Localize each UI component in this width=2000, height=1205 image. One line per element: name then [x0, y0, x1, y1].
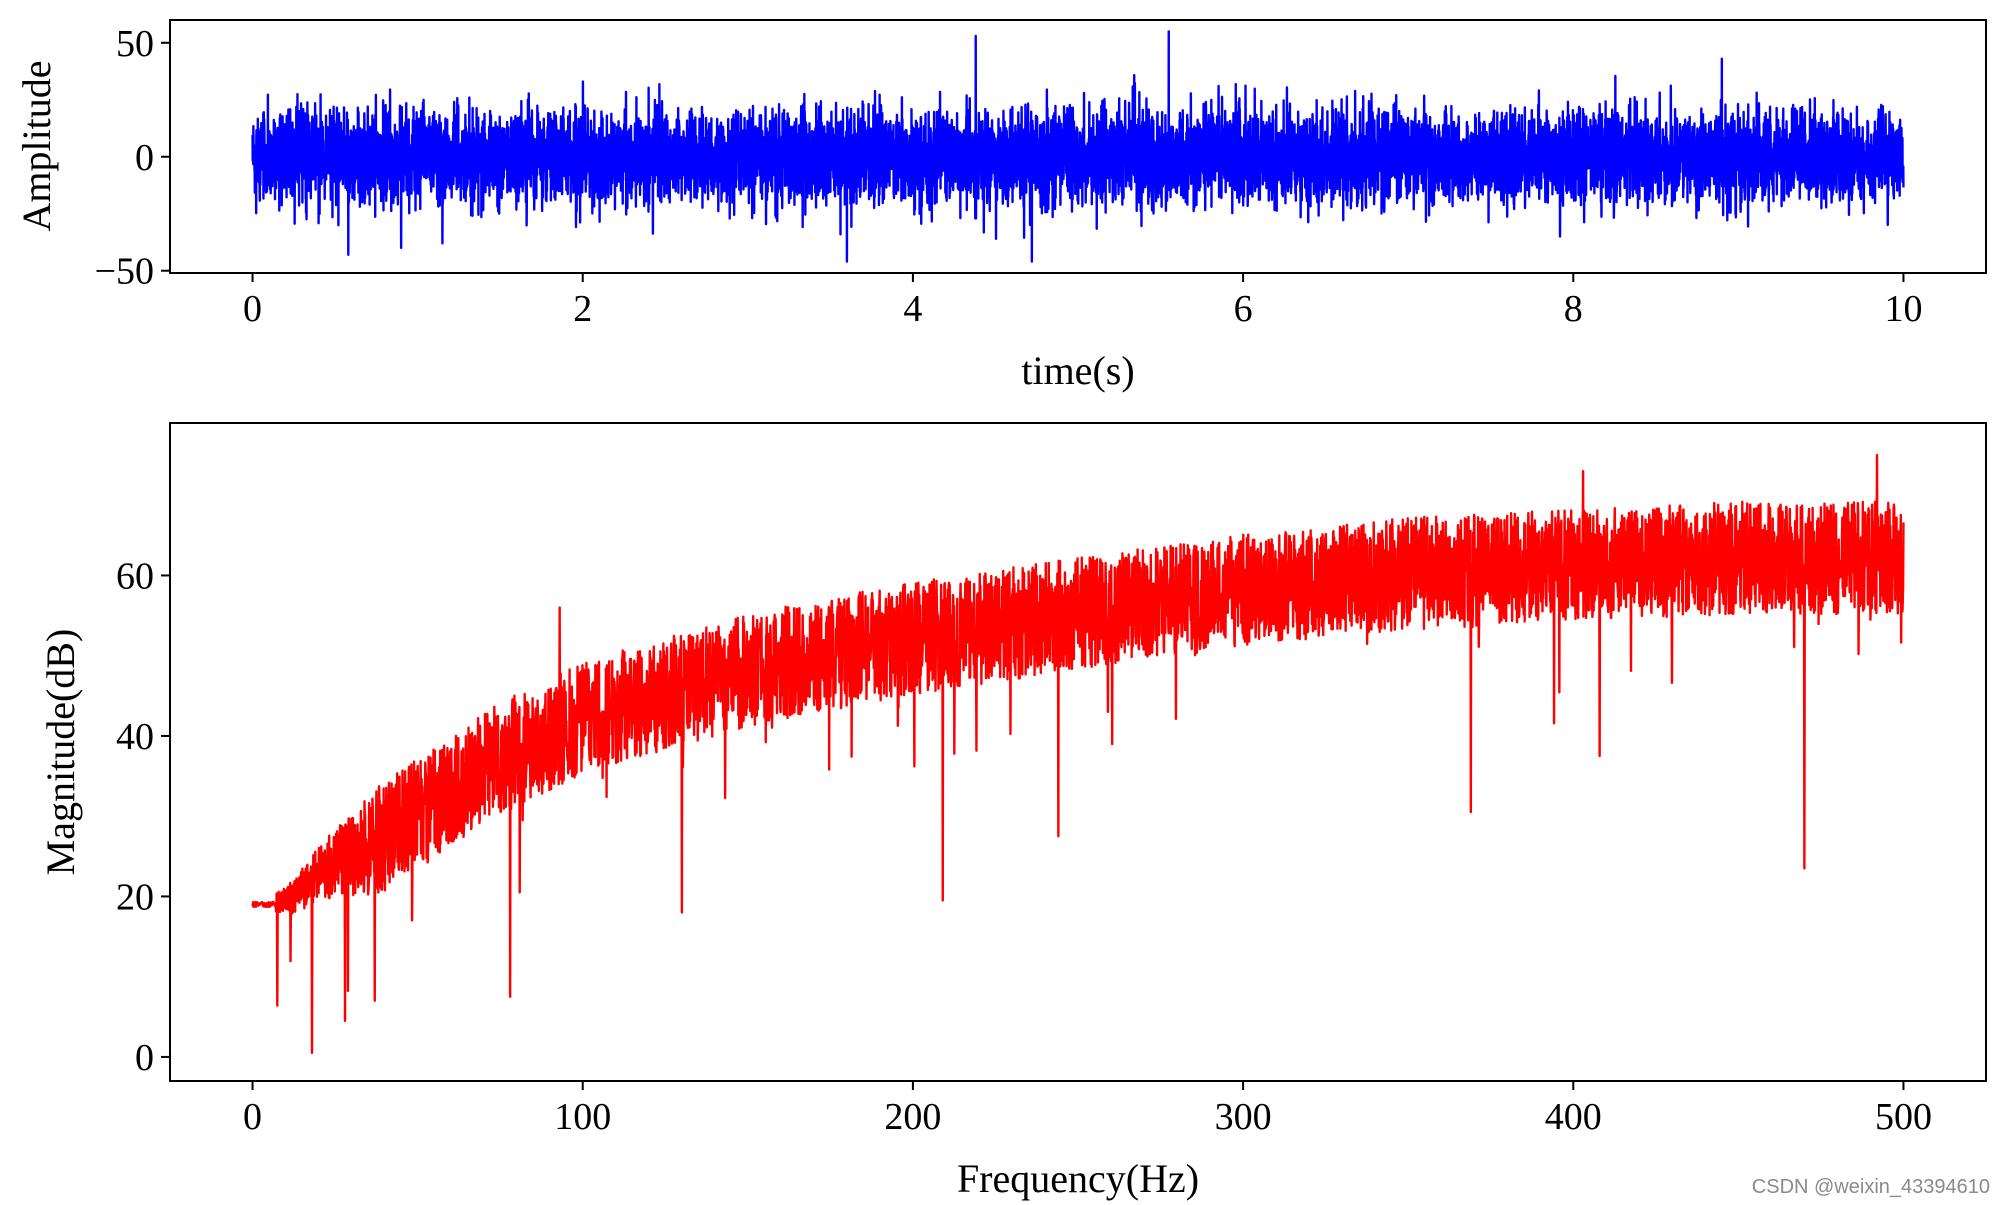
- y-tick-label: 40: [116, 716, 154, 758]
- y-tick-label: 0: [135, 137, 154, 179]
- frequency-plot-frame: [169, 422, 1987, 1082]
- x-tick-label: 0: [243, 1096, 262, 1138]
- x-tick-label: 6: [1234, 288, 1253, 330]
- x-tick-label: 300: [1215, 1096, 1272, 1138]
- watermark: CSDN @weixin_43394610: [1751, 1176, 1990, 1198]
- frequency-x-axis-label: Frequency(Hz): [957, 1156, 1199, 1201]
- y-tick-label: 50: [116, 23, 154, 65]
- x-tick-label: 100: [554, 1096, 611, 1138]
- time-domain-plot: 0 2 4 6 8 10 −50 0 50 time(s) Amplitude: [14, 19, 1987, 393]
- x-tick-label: 500: [1875, 1096, 1932, 1138]
- time-signal-line: [251, 30, 1905, 263]
- time-x-axis-label: time(s): [1021, 348, 1134, 393]
- x-tick-label: 10: [1884, 288, 1922, 330]
- x-tick-label: 2: [573, 288, 592, 330]
- y-tick-label: 60: [116, 555, 154, 597]
- x-tick-label: 8: [1564, 288, 1583, 330]
- y-tick-label: 0: [135, 1037, 154, 1079]
- frequency-spectrum-series: [251, 453, 1905, 1055]
- x-tick-label: 0: [243, 288, 262, 330]
- frequency-x-ticks: 0 100 200 300 400 500: [243, 1081, 1932, 1138]
- frequency-domain-plot: 0 100 200 300 400 500 0 20 40 60 Frequency(Hz) M…: [38, 422, 1987, 1201]
- time-signal-series: [251, 30, 1905, 263]
- time-y-ticks: −50 0 50: [95, 23, 170, 293]
- x-tick-label: 200: [884, 1096, 941, 1138]
- time-y-axis-label: Amplitude: [14, 60, 59, 231]
- y-tick-label: −50: [95, 251, 154, 293]
- y-tick-label: 20: [116, 876, 154, 918]
- x-tick-label: 4: [903, 288, 922, 330]
- frequency-spectrum-line: [251, 453, 1905, 1055]
- time-plot-frame: [169, 19, 1987, 274]
- x-tick-label: 400: [1545, 1096, 1602, 1138]
- frequency-y-ticks: 0 20 40 60: [116, 555, 170, 1079]
- time-x-ticks: 0 2 4 6 8 10: [243, 273, 1922, 330]
- frequency-y-axis-label: Magnitude(dB): [38, 629, 83, 876]
